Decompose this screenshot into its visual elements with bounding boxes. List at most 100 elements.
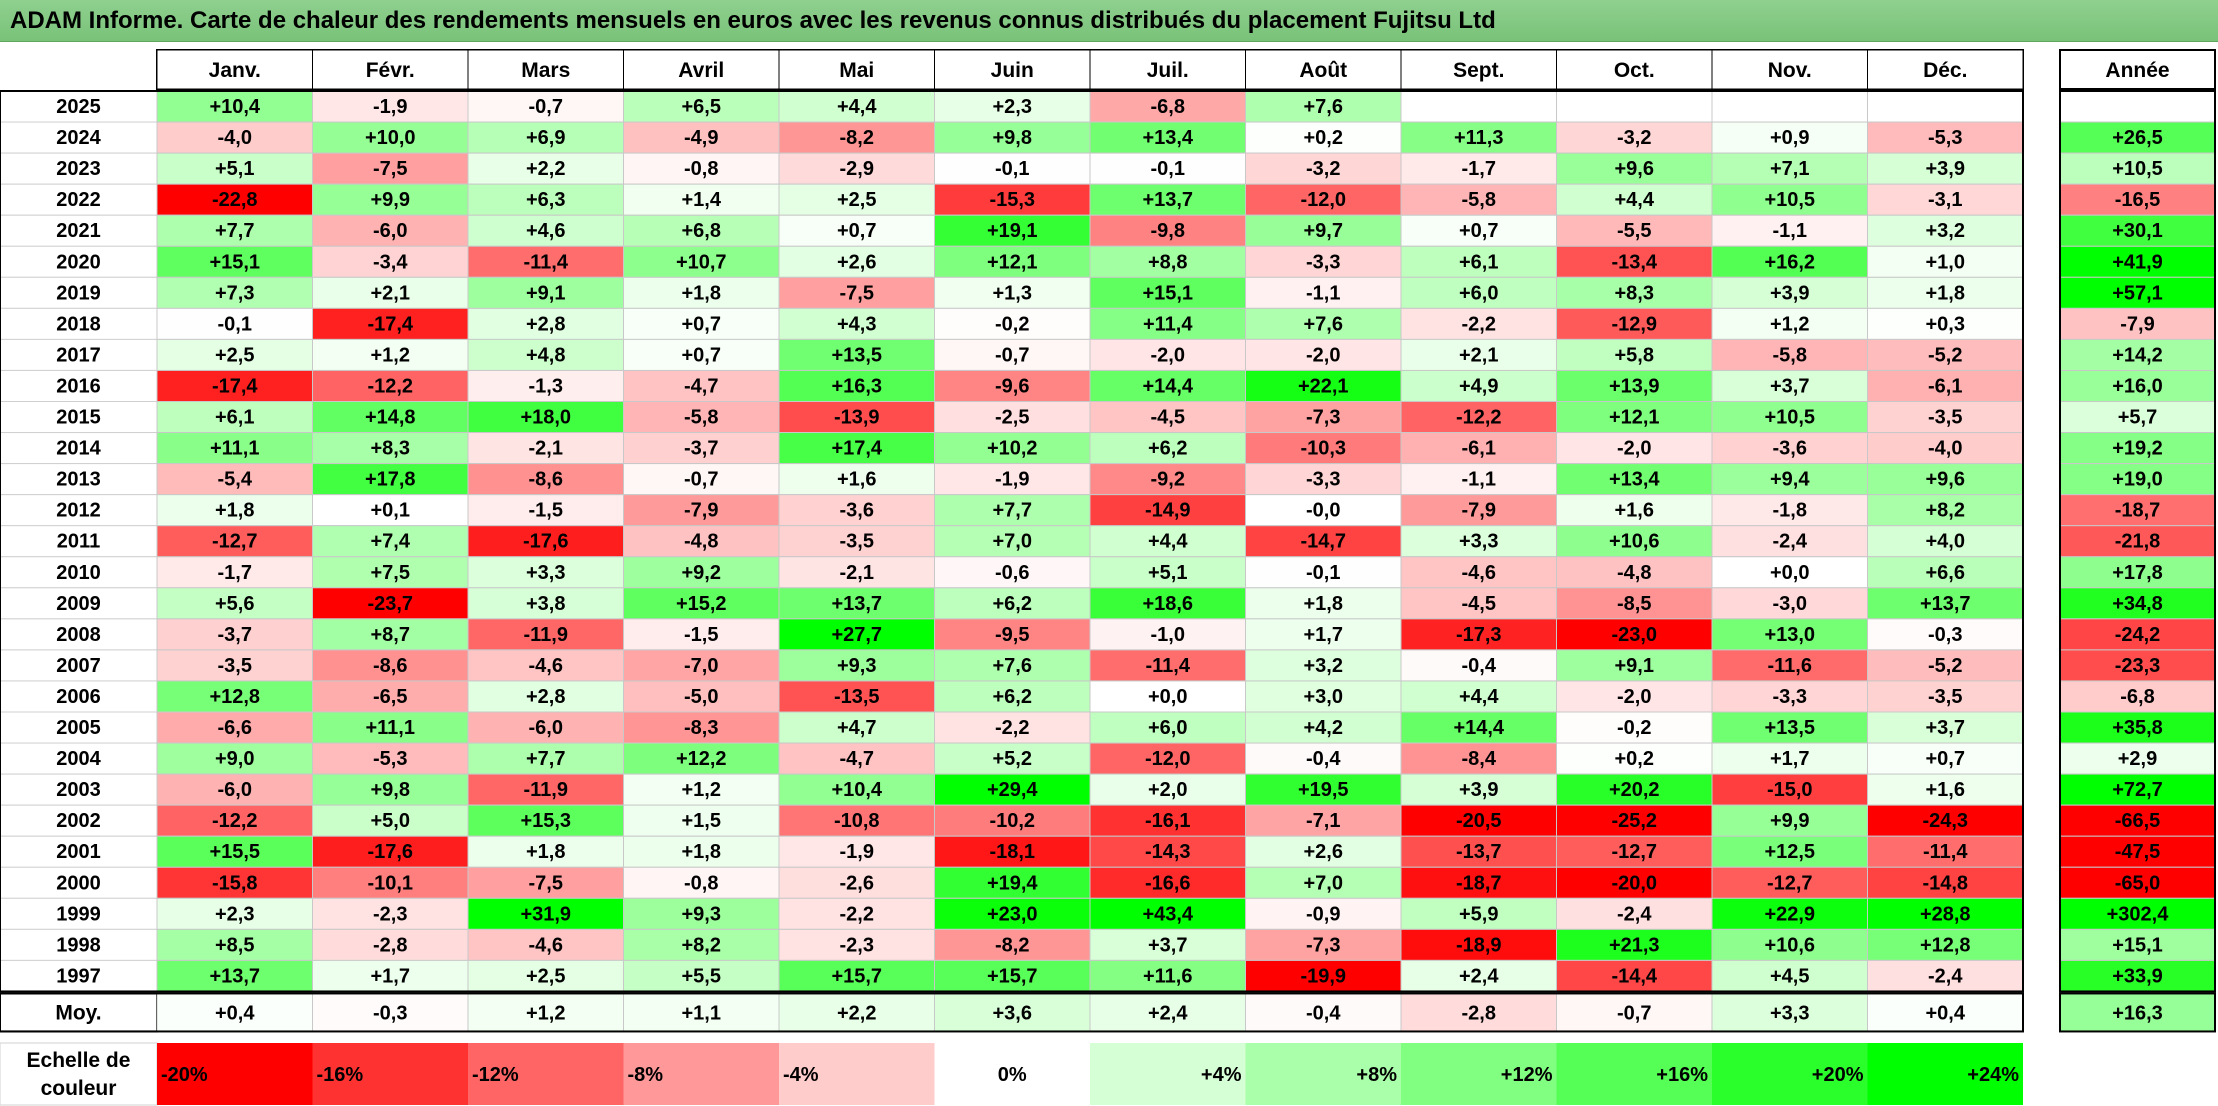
heatmap-cell	[1245, 680, 1402, 713]
heatmap-cell-value: +3,3	[1459, 531, 1498, 553]
heatmap-cell	[156, 307, 313, 340]
month-header-label: Oct.	[1614, 59, 1655, 82]
heatmap-cell	[1400, 90, 1557, 123]
heatmap-cell	[1556, 835, 1713, 868]
heatmap-cell-value: -3,4	[373, 251, 408, 273]
heatmap-cell-value: +10,0	[365, 127, 416, 149]
heatmap-cell-value: +3,3	[526, 562, 565, 584]
heatmap-cell-value: -7,3	[1306, 934, 1340, 956]
year-total-value: -21,8	[2115, 531, 2161, 553]
heatmap-cell-value: +7,7	[526, 748, 565, 770]
heatmap-cell	[467, 556, 624, 589]
average-cell	[1400, 992, 1557, 1032]
average-year-cell	[2059, 992, 2216, 1033]
scale-label-cell	[0, 1042, 158, 1106]
heatmap-cell-value: -16,1	[1145, 810, 1191, 832]
year-header-cell	[2059, 49, 2216, 90]
heatmap-cell-value: +7,0	[993, 531, 1032, 553]
heatmap-cell-value: -11,9	[524, 779, 568, 801]
heatmap-cell-value: +10,5	[1764, 189, 1815, 211]
heatmap-cell	[1400, 959, 1557, 992]
heatmap-cell-value: +9,7	[1304, 220, 1343, 242]
row-year-label: 2022	[56, 189, 101, 211]
heatmap-cell	[778, 866, 935, 899]
heatmap-cell	[1245, 338, 1402, 371]
heatmap-cell	[1245, 835, 1402, 868]
heatmap-cell	[1089, 307, 1246, 340]
heatmap-cell	[778, 587, 935, 620]
heatmap-cell-value: +2,4	[1459, 965, 1499, 987]
heatmap-cell-value: +9,8	[993, 127, 1032, 149]
row-year-label: 2009	[56, 593, 101, 615]
heatmap-cell-value: -1,7	[218, 562, 252, 584]
heatmap-cell-value: +7,6	[1304, 96, 1343, 118]
heatmap-cell	[156, 183, 313, 216]
heatmap-cell	[1245, 866, 1402, 899]
heatmap-cell-value: -3,5	[1928, 686, 1962, 708]
heatmap-cell-value: -20,0	[1611, 872, 1657, 894]
heatmap-cell-value: +2,1	[1459, 344, 1498, 366]
heatmap-cell	[1089, 680, 1246, 713]
heatmap-cell-value: +13,4	[1142, 127, 1193, 149]
heatmap-cell	[1867, 711, 2024, 744]
row-year-label: 2012	[56, 500, 101, 522]
row-year-label: 2006	[56, 686, 101, 708]
heatmap-cell-value: +9,1	[1615, 655, 1654, 677]
year-total-value: -6,8	[2120, 686, 2154, 708]
average-cell-value: +0,4	[215, 1002, 255, 1024]
heatmap-cell-value: -6,0	[373, 220, 407, 242]
year-table-frame	[2059, 90, 2216, 993]
heatmap-cell-value: -0,7	[529, 96, 563, 118]
heatmap-cell	[1867, 618, 2024, 651]
year-total-cell	[2059, 401, 2216, 434]
heatmap-cell	[1711, 307, 1868, 340]
heatmap-cell	[1867, 804, 2024, 837]
heatmap-cell-value: -4,5	[1462, 593, 1496, 615]
heatmap-cell	[623, 959, 780, 992]
row-year-label: 2003	[56, 779, 101, 801]
heatmap-cell-value: +11,1	[210, 438, 260, 460]
heatmap-cell-value: -3,6	[1773, 438, 1807, 460]
year-total-value: -65,0	[2115, 872, 2161, 894]
average-cell-value: +2,2	[837, 1002, 876, 1024]
heatmap-cell-value: -2,6	[840, 872, 874, 894]
heatmap-cell-value: +8,3	[371, 438, 410, 460]
heatmap-cell	[1089, 276, 1246, 309]
heatmap-cell-value: -2,0	[1151, 344, 1185, 366]
heatmap-cell-value: +8,3	[1615, 282, 1654, 304]
year-total-value: -47,5	[2115, 841, 2161, 863]
heatmap-cell-value: -4,5	[1151, 407, 1185, 429]
heatmap-cell	[1245, 183, 1402, 216]
row-year-label: 2000	[56, 872, 101, 894]
heatmap-cell	[1400, 742, 1557, 775]
year-total-value: +302,4	[2107, 903, 2170, 925]
heatmap-cell	[1867, 369, 2024, 403]
heatmap-cell-value: +4,4	[837, 96, 877, 118]
year-total-value: +34,8	[2112, 593, 2163, 615]
heatmap-cell	[467, 183, 624, 216]
heatmap-cell-value: +11,6	[1143, 965, 1193, 987]
heatmap-cell	[1556, 214, 1713, 247]
heatmap-cell-value: +9,3	[837, 655, 876, 677]
average-cell	[1556, 992, 1713, 1032]
heatmap-cell	[934, 245, 1091, 278]
heatmap-cell-value: -2,1	[840, 562, 874, 584]
heatmap-cell-value: +6,2	[993, 686, 1032, 708]
heatmap-cell	[1711, 90, 1868, 123]
heatmap-cell	[312, 587, 469, 620]
heatmap-cell-value: +0,7	[682, 313, 721, 335]
year-total-cell	[2059, 680, 2216, 713]
heatmap-cell	[1867, 401, 2024, 434]
heatmap-cell-value: -5,4	[218, 469, 253, 491]
month-header-label: Avril	[678, 59, 724, 82]
heatmap-cell-value: +18,0	[520, 407, 571, 429]
heatmap-cell-value: -3,5	[1928, 407, 1962, 429]
heatmap-cell	[1400, 525, 1557, 558]
heatmap-cell	[1400, 804, 1557, 837]
heatmap-cell	[1245, 711, 1402, 744]
year-total-value: -23,3	[2115, 655, 2161, 677]
heatmap-cell-value: +10,7	[676, 251, 727, 273]
heatmap-cell-value: -5,2	[1928, 344, 1962, 366]
heatmap-cell-value: -16,6	[1145, 872, 1191, 894]
heatmap-cell-value: +4,9	[1459, 375, 1498, 397]
